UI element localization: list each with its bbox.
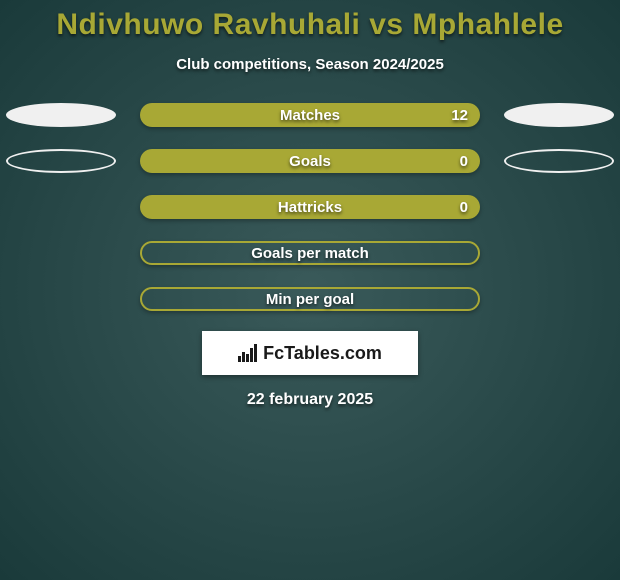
stat-label: Matches (140, 107, 480, 124)
chart-icon (238, 344, 257, 362)
stat-value: 0 (460, 199, 468, 216)
stats-list: Matches 12 Goals 0 Hattricks 0 Goals per… (0, 103, 620, 311)
stat-row-goals: Goals 0 (0, 149, 620, 173)
stat-label: Goals (140, 153, 480, 170)
stat-bar: Goals 0 (140, 149, 480, 173)
stat-bar: Hattricks 0 (140, 195, 480, 219)
stat-row-min-per-goal: Min per goal (0, 287, 620, 311)
date-text: 22 february 2025 (0, 391, 620, 409)
stat-row-matches: Matches 12 (0, 103, 620, 127)
subtitle: Club competitions, Season 2024/2025 (0, 56, 620, 73)
stat-bar: Matches 12 (140, 103, 480, 127)
right-marker (504, 103, 614, 127)
main-title: Ndivhuwo Ravhuhali vs Mphahlele (0, 8, 620, 42)
stat-value: 12 (451, 107, 468, 124)
stat-label: Hattricks (140, 199, 480, 216)
brand-box: FcTables.com (202, 331, 418, 375)
stat-row-hattricks: Hattricks 0 (0, 195, 620, 219)
brand-text: FcTables.com (263, 343, 382, 364)
stat-bar: Min per goal (140, 287, 480, 311)
left-marker (6, 103, 116, 127)
stat-value: 0 (460, 153, 468, 170)
stat-label: Goals per match (142, 245, 478, 262)
brand-logo: FcTables.com (238, 343, 382, 364)
right-marker (504, 149, 614, 173)
stat-row-goals-per-match: Goals per match (0, 241, 620, 265)
infographic-container: Ndivhuwo Ravhuhali vs Mphahlele Club com… (0, 0, 620, 580)
stat-bar: Goals per match (140, 241, 480, 265)
left-marker (6, 149, 116, 173)
stat-label: Min per goal (142, 291, 478, 308)
